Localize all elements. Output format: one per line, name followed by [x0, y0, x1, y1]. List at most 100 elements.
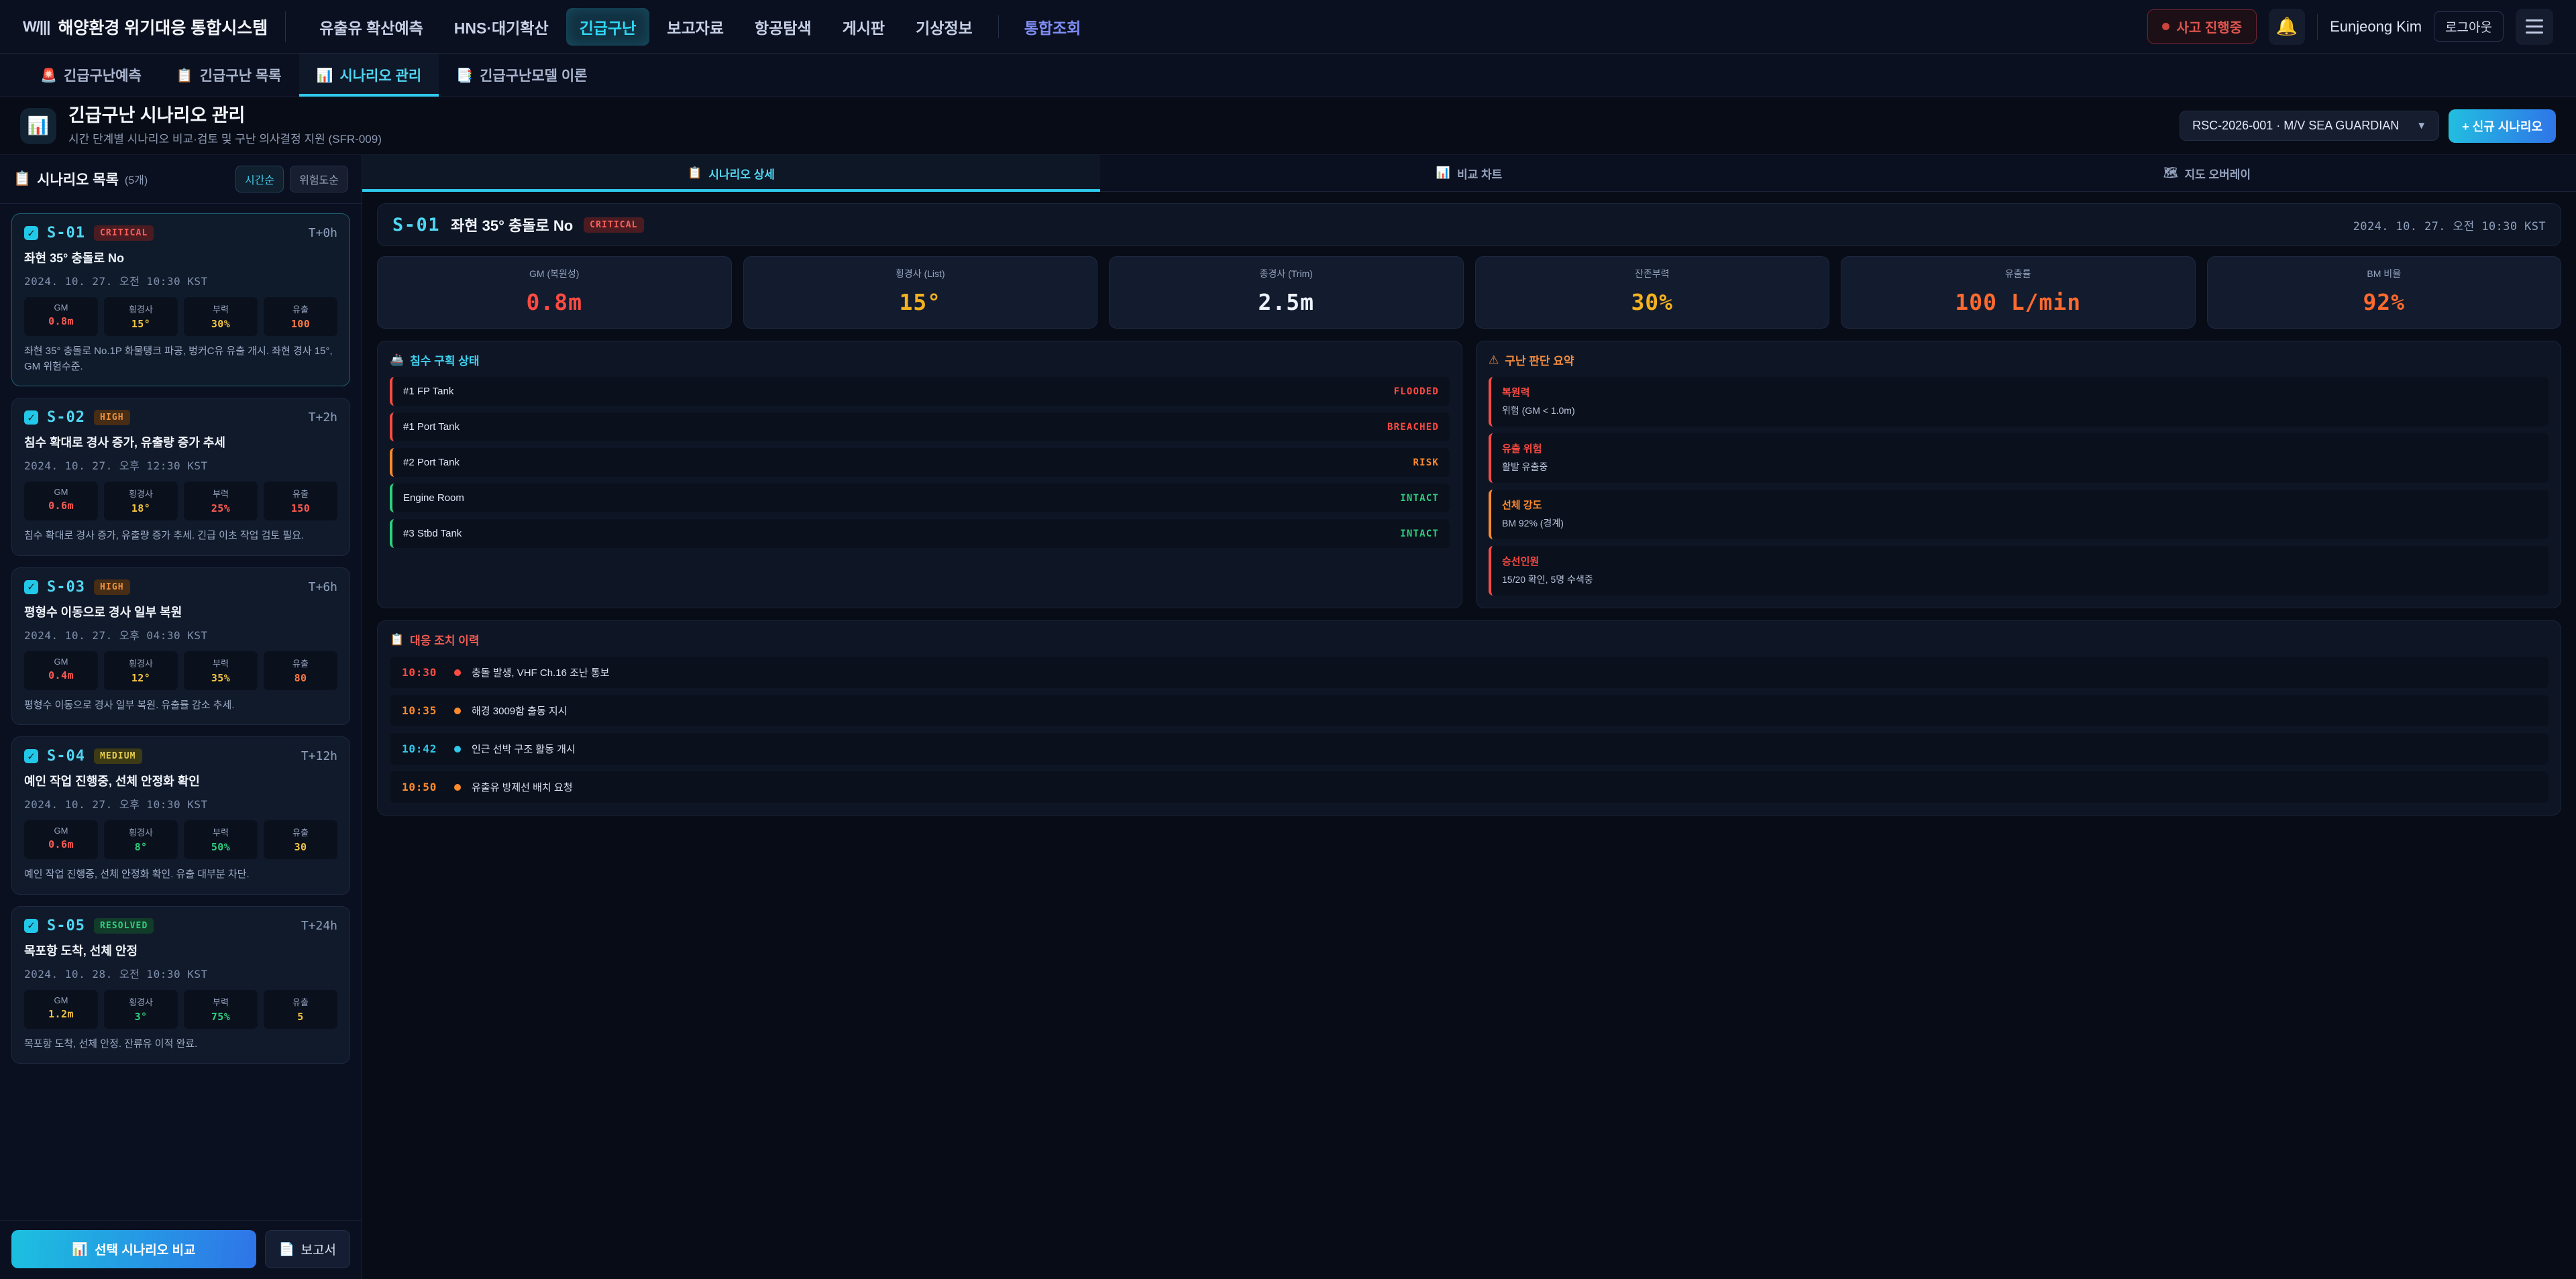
warning-cone-icon: 🚨	[40, 68, 57, 83]
scenario-metrics: GM 0.6m 횡경사 8° 부력 50% 유출 30	[24, 820, 337, 859]
judgement-value: 위험 (GM < 1.0m)	[1502, 405, 1575, 416]
vessel-select[interactable]: RSC-2026-001 · M/V SEA GUARDIAN ▼	[2180, 111, 2440, 141]
metric-label: 부력	[213, 304, 229, 315]
bar-chart-icon: 📊	[20, 107, 56, 144]
metric-label: GM	[54, 487, 68, 497]
kpi-value: 0.8m	[526, 289, 582, 315]
detail-tab-label: 비교 차트	[1456, 168, 1503, 181]
menu-item-5[interactable]: 게시판	[842, 19, 885, 37]
clipboard-icon: 📋	[13, 171, 32, 186]
main-content: 📋 시나리오 상세 📊 비교 차트 🗺 지도 오버레이 S-01 좌현 35° 충돌로 N…	[362, 155, 2576, 1279]
scenario-checkbox[interactable]: ✓	[24, 579, 38, 594]
kpi-card-row: GM (복원성) 0.8m 횡경사 (List) 15° 종경사 (Trim) 2.5m 잔…	[377, 256, 2561, 329]
divider	[2317, 13, 2318, 40]
compartment-name: #1 Port Tank	[403, 421, 460, 433]
subtab-label: 긴급구난 목록	[199, 68, 282, 84]
action-dot-icon	[454, 783, 461, 791]
new-scenario-button[interactable]: + 신규 시나리오	[2449, 109, 2556, 143]
subtab-bar-chart-2[interactable]: 📊 시나리오 관리	[299, 54, 439, 97]
report-button[interactable]: 📄 보고서	[264, 1230, 350, 1268]
judgement-label: 유출 위험	[1502, 443, 1542, 455]
menu-item-0[interactable]: 유출유 확산예측	[319, 19, 423, 37]
scenario-time-offset: T+24h	[301, 918, 337, 933]
bar-chart-icon: 📊	[316, 68, 333, 83]
detail-tab-2[interactable]: 🗺 지도 오버레이	[1838, 155, 2576, 191]
judgement-panel-title: 구난 판단 요약	[1505, 355, 1574, 368]
detail-tab-bar: 📋 시나리오 상세 📊 비교 차트 🗺 지도 오버레이	[362, 155, 2576, 192]
action-time: 10:35	[402, 704, 437, 717]
scenario-checkbox[interactable]: ✓	[24, 918, 38, 933]
metric-label: 부력	[213, 658, 229, 669]
scenario-checkbox[interactable]: ✓	[24, 410, 38, 425]
metric-label: 횡경사	[129, 304, 153, 315]
sort-button-0[interactable]: 시간순	[235, 166, 284, 192]
subtab-label: 긴급구난모델 이론	[480, 68, 588, 84]
report-button-label: 보고서	[301, 1243, 336, 1258]
scenario-description: 예인 작업 진행중, 선체 안정화 확인. 유출 대부분 차단.	[24, 869, 250, 880]
page-header: 📊 긴급구난 시나리오 관리 시간 단계별 시나리오 비교·검토 및 구난 의사…	[0, 97, 2576, 155]
menu-item-3[interactable]: 보고자료	[667, 19, 724, 37]
detail-tab-1[interactable]: 📊 비교 차트	[1100, 155, 1838, 191]
mid-panel-row: 🚢 침수 구획 상태 #1 FP Tank FLOODED #1 Port Tank…	[377, 341, 2561, 608]
action-row: 10:35 해경 3009함 출동 지시	[390, 695, 2548, 726]
menu-item-6[interactable]: 기상정보	[916, 19, 973, 37]
judgement-card: 승선인원 15/20 확인, 5명 수색중	[1489, 546, 2548, 596]
metric-cell: 횡경사 18°	[104, 482, 178, 520]
scenario-description: 목포항 도착, 선체 안정. 잔류유 이적 완료.	[24, 1038, 198, 1050]
clipboard-icon: 📋	[390, 632, 405, 646]
subtab-books-3[interactable]: 📑 긴급구난모델 이론	[439, 54, 604, 97]
metric-cell: 횡경사 3°	[104, 989, 178, 1029]
scenario-card[interactable]: ✓ S-05 RESOLVED T+24h 목포항 도착, 선체 안정 2024. 10.…	[11, 905, 350, 1064]
kpi-card: 유출률 100 L/min	[1841, 256, 2196, 329]
bar-chart-icon: 📊	[72, 1242, 89, 1257]
logout-button[interactable]: 로그아웃	[2434, 11, 2504, 42]
judgement-card: 선체 강도 BM 92% (경계)	[1489, 490, 2548, 539]
kpi-value: 92%	[2363, 289, 2406, 315]
scenario-card-list[interactable]: ✓ S-01 CRITICAL T+0h 좌현 35° 충돌로 No 2024. 10. …	[0, 204, 362, 1220]
scenario-date: 2024. 10. 28. 오전 10:30 KST	[24, 967, 208, 981]
judgement-label: 선체 강도	[1502, 500, 1542, 511]
sort-button-1[interactable]: 위험도순	[290, 166, 348, 192]
menu-item-1[interactable]: HNS·대기확산	[453, 19, 549, 37]
scenario-metrics: GM 1.2m 횡경사 3° 부력 75% 유출 5	[24, 989, 337, 1029]
metric-value: 75%	[211, 1010, 231, 1023]
menu-item-4[interactable]: 항공탐색	[754, 19, 812, 37]
metric-cell: GM 0.4m	[24, 651, 98, 690]
notification-bell-icon[interactable]: 🔔	[2269, 8, 2306, 45]
scenario-card[interactable]: ✓ S-04 MEDIUM T+12h 예인 작업 진행중, 선체 안정화 확인 2024…	[11, 736, 350, 895]
action-text: 충돌 발생, VHF Ch.16 조난 통보	[472, 667, 610, 679]
scenario-card[interactable]: ✓ S-02 HIGH T+2h 침수 확대로 경사 증가, 유출량 증가 추세 2024…	[11, 398, 350, 556]
subtab-clipboard-1[interactable]: 📋 긴급구난 목록	[159, 54, 299, 97]
scenario-title: 좌현 35° 충돌로 No	[24, 252, 125, 265]
sidebar-footer: 📊 선택 시나리오 비교 📄 보고서	[0, 1220, 362, 1279]
scenario-severity-badge: RESOLVED	[93, 917, 154, 934]
compare-scenarios-button[interactable]: 📊 선택 시나리오 비교	[11, 1230, 256, 1268]
metric-value: 30	[294, 841, 307, 853]
scenario-card[interactable]: ✓ S-03 HIGH T+6h 평형수 이동으로 경사 일부 복원 2024. 10. …	[11, 567, 350, 725]
action-row: 10:42 인근 선박 구조 활동 개시	[390, 733, 2548, 765]
action-row: 10:50 유출유 방제선 배치 요청	[390, 771, 2548, 803]
metric-label: 유출	[292, 997, 309, 1007]
scenario-severity-badge: CRITICAL	[93, 225, 154, 241]
menu-item-2[interactable]: 긴급구난	[566, 7, 650, 46]
page-title: 긴급구난 시나리오 관리	[68, 105, 246, 126]
content-split: 📋 시나리오 목록 (5개) 시간순 위험도순 ✓ S-01 CRITICAL T+0h…	[0, 155, 2576, 1279]
incident-status-badge[interactable]: 사고 진행중	[2147, 9, 2257, 44]
detail-tab-label: 지도 오버레이	[2184, 168, 2251, 181]
scenario-card[interactable]: ✓ S-01 CRITICAL T+0h 좌현 35° 충돌로 No 2024. 10. …	[11, 213, 350, 386]
scenario-checkbox[interactable]: ✓	[24, 749, 38, 763]
hamburger-icon[interactable]	[2516, 8, 2553, 45]
scenario-description: 침수 확대로 경사 증가, 유출량 증가 추세. 긴급 이초 작업 검토 필요.	[24, 530, 305, 541]
compartment-status: BREACHED	[1387, 421, 1439, 433]
actions-row-list: 10:30 충돌 발생, VHF Ch.16 조난 통보 10:35 해경 3009함…	[378, 648, 2561, 815]
kpi-card: GM (복원성) 0.8m	[377, 256, 732, 329]
detail-scenario-title: 좌현 35° 충돌로 No	[451, 217, 574, 234]
metric-cell: 부력 75%	[184, 989, 258, 1029]
sidebar-title-group: 📋 시나리오 목록 (5개)	[13, 169, 148, 189]
detail-tab-0[interactable]: 📋 시나리오 상세	[362, 155, 1100, 192]
detail-body: S-01 좌현 35° 충돌로 No CRITICAL 2024. 10. 27…	[362, 192, 2576, 1279]
subtab-warning-cone-0[interactable]: 🚨 긴급구난예측	[23, 54, 159, 97]
menu-item-7[interactable]: 통합조회	[1024, 19, 1081, 37]
metric-value: 150	[290, 502, 311, 514]
scenario-checkbox[interactable]: ✓	[24, 226, 38, 240]
